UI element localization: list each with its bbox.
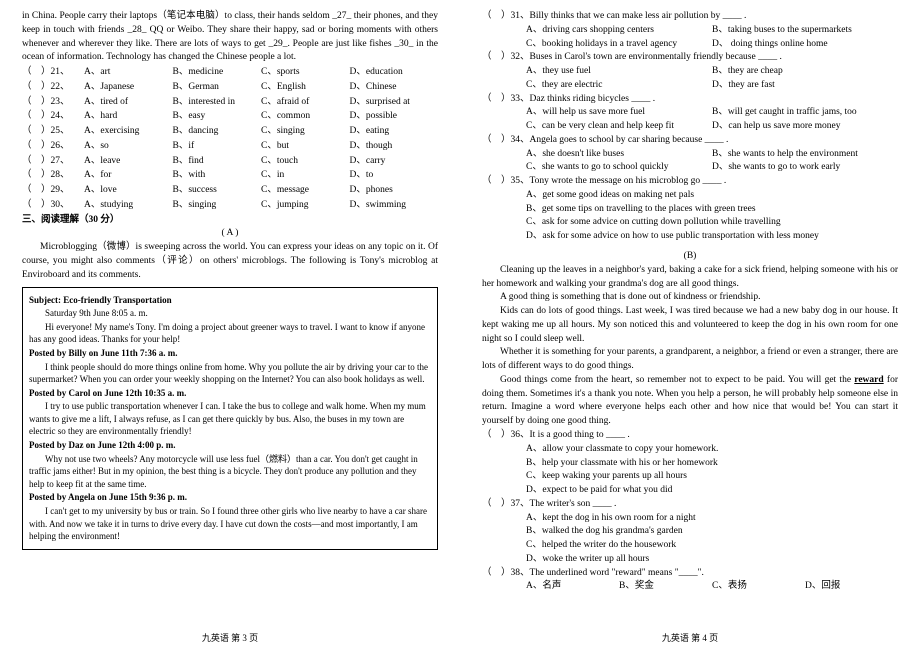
passage-a-intro: Microblogging（微博）is sweeping across the … <box>22 241 438 282</box>
q36-a: A、allow your classmate to copy your home… <box>482 443 898 457</box>
q33-opts-ab: A、will help us save more fuelB、will get … <box>482 106 898 120</box>
q35-a: A、get some good ideas on making net pals <box>482 189 898 203</box>
box-date: Saturday 9th June 8:05 a. m. <box>29 307 431 320</box>
box-h2: Posted by Carol on June 12th 10:35 a. m. <box>29 387 431 400</box>
q38-opts: A、名声B、奖金C、表扬D、回报 <box>482 580 898 594</box>
option-row: （ ）25、A、exercisingB、dancingC、singingD、ea… <box>22 125 438 139</box>
q34-opts-cd: C、she wants to go to school quicklyD、she… <box>482 161 898 175</box>
q35-b: B、get some tips on travelling to the pla… <box>482 203 898 217</box>
q35: （ ）35、Tony wrote the message on his micr… <box>482 175 898 189</box>
option-row: （ ）21、A、artB、medicineC、sportsD、education <box>22 66 438 80</box>
q34: （ ）34、Angela goes to school by car shari… <box>482 134 898 148</box>
passage-a-label: ( A ) <box>22 227 438 241</box>
q37-a: A、kept the dog in his own room for a nig… <box>482 512 898 526</box>
q37-b: B、walked the dog his grandma's garden <box>482 525 898 539</box>
microblog-box: Subject: Eco-friendly Transportation Sat… <box>22 287 438 550</box>
q32: （ ）32、Buses in Carol's town are environm… <box>482 51 898 65</box>
q33: （ ）33、Daz thinks riding bicycles ____ . <box>482 93 898 107</box>
q33-opts-cd: C、can be very clean and help keep fitD、c… <box>482 120 898 134</box>
q31-opts-cd: C、booking holidays in a travel agencyD、 … <box>482 38 898 52</box>
box-subject: Subject: Eco-friendly Transportation <box>29 294 431 307</box>
b-p1b: A good thing is something that is done o… <box>482 291 898 305</box>
q36-d: D、expect to be paid for what you did <box>482 484 898 498</box>
b-p2: Kids can do lots of good things. Last we… <box>482 305 898 346</box>
option-row: （ ）30、A、studyingB、singingC、jumpingD、swim… <box>22 199 438 213</box>
cloze-options: （ ）21、A、artB、medicineC、sportsD、education… <box>22 66 438 213</box>
box-p3: Why not use two wheels? Any motorcycle w… <box>29 453 431 491</box>
footer-left: 九英语 第 3 页 <box>0 631 460 644</box>
box-h1: Posted by Billy on June 11th 7:36 a. m. <box>29 347 431 360</box>
box-h3: Posted by Daz on June 12th 4:00 p. m. <box>29 439 431 452</box>
q38: （ ）38、The underlined word "reward" means… <box>482 567 898 581</box>
q32-opts-cd: C、they are electricD、they are fast <box>482 79 898 93</box>
q32-opts-ab: A、they use fuelB、they are cheap <box>482 65 898 79</box>
option-row: （ ）26、A、soB、ifC、butD、though <box>22 140 438 154</box>
q35-d: D、ask for some advice on how to use publ… <box>482 230 898 244</box>
box-p0: Hi everyone! My name's Tony. I'm doing a… <box>29 321 431 346</box>
section-title: 三、阅读理解（30 分） <box>22 214 438 228</box>
q36: （ ）36、It is a good thing to ____ . <box>482 429 898 443</box>
passage-b-label: (B) <box>482 250 898 264</box>
q37-c: C、helped the writer do the housework <box>482 539 898 553</box>
option-row: （ ）22、A、JapaneseB、GermanC、EnglishD、Chine… <box>22 81 438 95</box>
option-row: （ ）29、A、loveB、successC、messageD、phones <box>22 184 438 198</box>
box-h4: Posted by Angela on June 15th 9:36 p. m. <box>29 491 431 504</box>
q31: （ ）31、Billy thinks that we can make less… <box>482 10 898 24</box>
b-p1: Cleaning up the leaves in a neighbor's y… <box>482 264 898 292</box>
box-p2: I try to use public transportation whene… <box>29 400 431 438</box>
q31-opts-ab: A、driving cars shopping centersB、taking … <box>482 24 898 38</box>
box-p4: I can't get to my university by bus or t… <box>29 505 431 543</box>
footer-right: 九英语 第 4 页 <box>460 631 920 644</box>
right-column: （ ）31、Billy thinks that we can make less… <box>460 0 920 650</box>
option-row: （ ）23、A、tired ofB、interested inC、afraid … <box>22 96 438 110</box>
cloze-passage: in China. People carry their laptops（笔记本… <box>22 10 438 65</box>
q35-c: C、ask for some advice on cutting down po… <box>482 216 898 230</box>
q37-d: D、woke the writer up all hours <box>482 553 898 567</box>
q36-b: B、help your classmate with his or her ho… <box>482 457 898 471</box>
left-column: in China. People carry their laptops（笔记本… <box>0 0 460 650</box>
q37: （ ）37、The writer's son ____ . <box>482 498 898 512</box>
b-p4: Good things come from the heart, so reme… <box>482 374 898 429</box>
option-row: （ ）24、A、hardB、easyC、commonD、possible <box>22 110 438 124</box>
q34-opts-ab: A、she doesn't like busesB、she wants to h… <box>482 148 898 162</box>
box-p1: I think people should do more things onl… <box>29 361 431 386</box>
option-row: （ ）27、A、leaveB、findC、touchD、carry <box>22 155 438 169</box>
reward-underline: reward <box>854 375 883 385</box>
option-row: （ ）28、A、forB、withC、inD、to <box>22 169 438 183</box>
b-p3: Whether it is something for your parents… <box>482 346 898 374</box>
q36-c: C、keep waking your parents up all hours <box>482 470 898 484</box>
